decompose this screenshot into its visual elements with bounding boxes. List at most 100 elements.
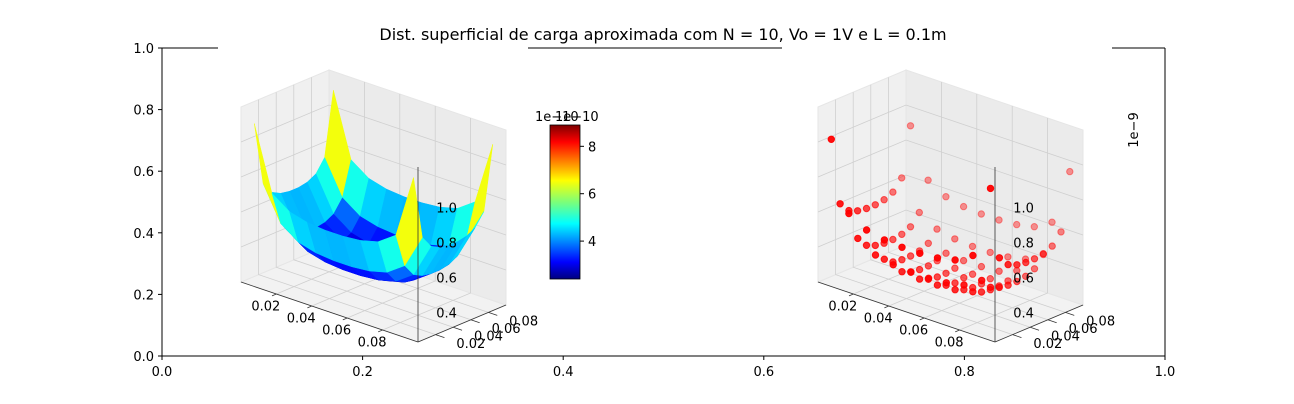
scatter-point xyxy=(942,269,950,277)
scatter-point xyxy=(968,242,977,251)
right-x-tick-label: 0.08 xyxy=(935,335,964,350)
left-y-tick-label: 0.02 xyxy=(456,337,485,352)
right-z-tick-label: 0.6 xyxy=(1013,271,1034,286)
right-z-tick-label: 0.4 xyxy=(1013,306,1034,321)
right-side-pane xyxy=(817,69,907,283)
left-y-tick-label: 0.08 xyxy=(509,315,538,330)
frame-x-tick-label: 0.8 xyxy=(954,365,975,380)
left-x-tick xyxy=(307,305,312,309)
scatter-point xyxy=(977,210,985,218)
scatter-point xyxy=(995,216,1003,224)
scatter-point xyxy=(924,176,932,184)
scatter-point xyxy=(986,283,995,291)
right-tick-labels: 0.020.040.060.08 0.020.040.060.080.40.60.… xyxy=(817,167,1115,352)
left-x-axis-line xyxy=(240,281,419,343)
scatter-point xyxy=(951,286,959,294)
left-x-tick xyxy=(378,329,383,333)
colorbar-tick-label: 4 xyxy=(588,235,596,250)
scatter-point xyxy=(871,201,879,209)
scatter-point xyxy=(862,226,871,234)
colorbar-offset-label: 1e−10 xyxy=(555,110,599,125)
scatter-point xyxy=(978,276,986,285)
scatter-point xyxy=(986,184,995,193)
chart-title: Dist. superficial de carga aproximada co… xyxy=(379,25,946,44)
right-z-tick-label: 0.8 xyxy=(1013,236,1034,251)
scatter-point xyxy=(906,252,915,260)
right-y-axis-line xyxy=(994,304,1084,343)
scatter-point xyxy=(1030,265,1039,273)
scatter-point xyxy=(880,196,888,204)
scatter-point xyxy=(915,275,924,283)
right-z-tick-label: 1.0 xyxy=(1013,201,1034,216)
scatter-point xyxy=(916,249,924,258)
left-y-tick xyxy=(435,334,445,338)
right-x-axis-line xyxy=(817,281,996,343)
scatter-point xyxy=(933,273,941,281)
right-y-tick xyxy=(1065,312,1075,316)
scatter-point xyxy=(889,188,897,196)
scatter-point xyxy=(898,243,906,252)
right-x-tick xyxy=(884,305,889,309)
scatter-point xyxy=(862,241,871,250)
right-y-gridline xyxy=(888,77,1066,313)
scatter-point xyxy=(977,288,986,296)
right-x-tick xyxy=(848,293,854,297)
scatter-point xyxy=(995,254,1004,262)
surface-facet xyxy=(395,177,423,267)
right-y-gridline xyxy=(870,84,1048,321)
left-x-tick-label: 0.08 xyxy=(358,335,387,350)
scatter-point xyxy=(995,267,1003,275)
scatter-point xyxy=(951,279,959,287)
scatter-point xyxy=(986,275,994,283)
right-z-gridline xyxy=(817,104,1084,166)
right-x-tick-label: 0.06 xyxy=(899,323,928,338)
right-y-tick xyxy=(1047,319,1057,324)
scatter-point xyxy=(854,234,862,243)
scatter-point xyxy=(1048,242,1056,250)
right-x-tick-label: 0.02 xyxy=(828,299,857,314)
scatter-point xyxy=(853,207,862,215)
scatter-point xyxy=(1013,220,1021,229)
right-x-gridline xyxy=(959,118,1048,331)
scatter-point xyxy=(924,262,933,270)
scatter-point xyxy=(915,208,923,217)
scatter-point xyxy=(933,254,942,262)
scatter-point xyxy=(942,193,950,201)
right-x-tick xyxy=(919,317,925,321)
left-y-tick xyxy=(453,326,463,331)
left-z-tick-label: 1.0 xyxy=(436,201,457,216)
scatter-point xyxy=(1048,218,1056,226)
left-x-tick xyxy=(342,317,348,321)
colorbar: 4 6 8 1e−10 xyxy=(549,110,599,280)
scatter-point xyxy=(898,268,906,276)
scatter-point xyxy=(968,270,977,278)
scatter-point xyxy=(1030,255,1039,263)
scatter-point xyxy=(871,241,879,250)
scatter-point xyxy=(1013,277,1021,286)
scatter-point xyxy=(898,174,906,182)
right-x-tick-label: 0.04 xyxy=(864,311,893,326)
left-y-axis-line xyxy=(417,304,507,343)
scatter-point xyxy=(924,274,933,282)
scatter-point xyxy=(995,283,1003,292)
scatter-point xyxy=(977,262,986,271)
frame-y-tick-label: 1.0 xyxy=(133,42,154,57)
scatter-point xyxy=(836,200,844,208)
right-y-tick xyxy=(1030,326,1040,331)
left-y-tick xyxy=(470,319,480,324)
frame-ticks: 0.0 0.2 0.4 0.6 0.8 1.0 0.0 0.2 0.4 0.6 0.8 1.0 xyxy=(133,42,1175,380)
scatter-point xyxy=(1004,260,1012,269)
scatter-point xyxy=(969,288,977,296)
scatter-point xyxy=(969,251,977,260)
frame-x-tick-label: 0.6 xyxy=(753,365,774,380)
scatter-point xyxy=(1004,281,1012,289)
scatter-point xyxy=(951,264,959,272)
right-y-tick xyxy=(1012,334,1022,338)
scatter-point xyxy=(862,204,871,213)
right-x-gridline xyxy=(853,82,942,295)
left-y-tick-label: 0.06 xyxy=(492,322,521,337)
colorbar-gradient xyxy=(549,124,581,280)
left-x-gridline xyxy=(347,106,436,319)
